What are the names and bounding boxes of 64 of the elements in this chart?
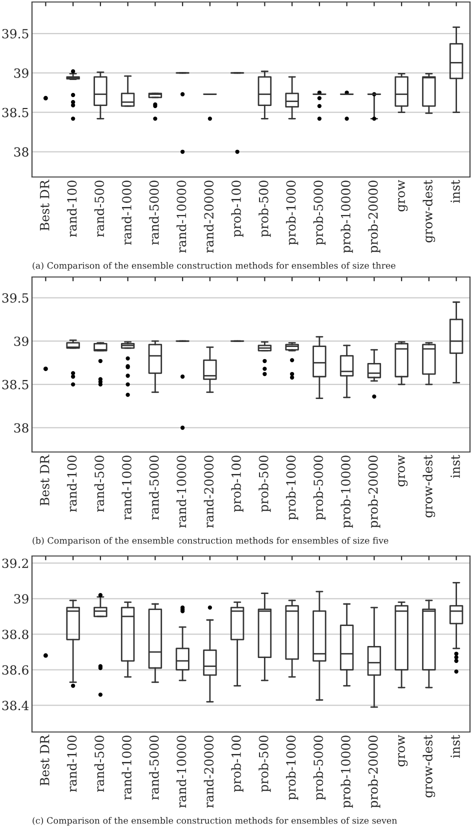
- x-tick-label: prob-20000: [368, 180, 380, 253]
- x-tick-label: prob-20000: [368, 736, 380, 808]
- x-tick-label: rand-20000: [204, 456, 214, 528]
- x-tick-label: inst: [450, 734, 460, 758]
- text: (b) Comparison of the ensemble construction methods for ensembles of size five: [32, 537, 388, 546]
- y-tick-label: 38: [14, 423, 28, 433]
- x-tick-label: rand-1000: [122, 736, 132, 800]
- x-tick-label: prob-1000: [286, 736, 298, 800]
- y-tick-label: 38.5: [2, 108, 28, 118]
- x-tick-label: rand-100: [67, 456, 77, 512]
- x-tick-label: rand-20000: [204, 180, 214, 253]
- x-tick-label: prob-5000: [313, 736, 326, 800]
- y-tick-label: 39: [14, 68, 28, 78]
- y-tick-label: 39: [14, 594, 28, 604]
- x-tick-label: rand-100: [67, 180, 77, 237]
- x-tick-label: grow-dest: [422, 180, 436, 242]
- y-tick-label: 38: [14, 147, 28, 157]
- x-tick-label: prob-10000: [340, 736, 353, 808]
- y-tick-label: 38.5: [2, 380, 28, 390]
- y-tick-label: 39.2: [2, 558, 28, 568]
- x-tick-label: prob-100: [231, 180, 244, 238]
- x-tick-label: prob-5000: [313, 456, 326, 520]
- x-tick-label: rand-500: [94, 180, 104, 237]
- x-tick-label: rand-1000: [122, 456, 132, 520]
- x-tick-label: grow-dest: [422, 734, 436, 798]
- x-tick-label: rand-500: [94, 456, 104, 512]
- x-tick-label: inst: [450, 180, 460, 203]
- x-tick-label: rand-500: [94, 736, 104, 792]
- x-tick-label: prob-100: [231, 736, 244, 792]
- x-tick-label: grow: [398, 180, 408, 212]
- y-tick-label: 38.6: [2, 665, 28, 675]
- x-tick-label: rand-20000: [204, 736, 214, 808]
- x-tick-label: grow-dest: [422, 454, 436, 518]
- text: (c) Comparison of the ensemble construction methods for ensembles of size seven: [32, 817, 398, 826]
- text: (a) Comparison of the ensemble construction methods for ensembles of size three: [32, 262, 396, 270]
- x-tick-label: prob-500: [258, 180, 271, 238]
- x-tick-label: Best DR: [40, 454, 50, 506]
- x-tick-label: prob-500: [258, 456, 271, 512]
- x-tick-label: rand-100: [67, 736, 77, 792]
- x-tick-label: rand-10000: [176, 456, 186, 528]
- y-tick-label: 39.5: [2, 293, 28, 303]
- x-tick-label: rand-10000: [176, 180, 186, 253]
- x-tick-label: rand-1000: [122, 180, 132, 245]
- x-tick-label: prob-500: [258, 736, 271, 792]
- y-tick-label: 39.5: [2, 29, 28, 38]
- x-tick-label: grow: [398, 454, 408, 486]
- x-tick-label: prob-20000: [368, 456, 380, 528]
- x-tick-label: Best DR: [40, 734, 50, 786]
- x-tick-label: inst: [450, 454, 460, 478]
- y-tick-label: 38.4: [2, 700, 29, 710]
- x-tick-label: prob-10000: [340, 456, 353, 528]
- x-tick-label: grow: [398, 734, 408, 766]
- x-tick-label: prob-10000: [340, 180, 353, 253]
- x-tick-label: rand-10000: [176, 736, 186, 808]
- y-tick-label: 39: [14, 336, 28, 346]
- x-tick-label: rand-5000: [149, 180, 159, 245]
- y-tick-label: 38.8: [2, 630, 28, 640]
- x-tick-label: rand-5000: [149, 456, 159, 520]
- x-tick-label: prob-100: [231, 456, 244, 512]
- x-tick-label: Best DR: [40, 179, 50, 231]
- x-tick-label: prob-1000: [286, 456, 298, 520]
- x-tick-label: rand-5000: [149, 736, 159, 800]
- x-tick-label: prob-1000: [286, 180, 298, 245]
- x-tick-label: prob-5000: [313, 180, 326, 245]
